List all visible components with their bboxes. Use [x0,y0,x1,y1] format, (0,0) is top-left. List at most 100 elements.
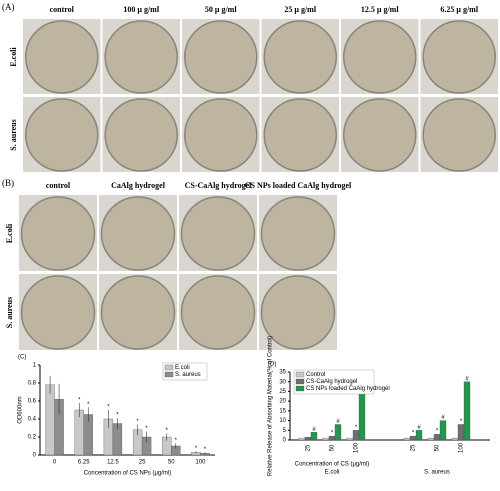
significance-mark: # [312,427,316,433]
y-tick-label: 15 [279,408,286,414]
bar [45,384,55,456]
x-tick-label: 25 [411,444,417,451]
petri-dish [263,98,337,172]
petri-dish [263,20,337,94]
legend-entry: E.coli [175,365,190,371]
group-label: E.coli [325,470,340,476]
y-tick-label: 0.4 [28,417,37,423]
panel-label: (A) [2,2,15,12]
petri-dish [260,275,336,350]
significance-mark: * [107,405,110,411]
row-label: S. aureus [5,297,14,328]
row-label: S. aureus [9,119,18,150]
column-header: control [50,5,75,14]
x-tick-label: 25 [139,460,146,466]
bar [427,437,435,441]
petri-dish [20,196,96,271]
column-header: CS-CaAlg hydrogel [185,181,253,190]
x-tick-label: 25 [306,444,312,451]
legend-box [162,362,208,381]
legend-entry: Control [306,372,325,378]
petri-dish [100,275,176,350]
significance-mark: * [331,431,334,437]
significance-mark: * [195,446,198,452]
bar [457,424,465,441]
petri-dish [422,98,496,172]
significance-mark: * [460,419,463,425]
bar [358,391,366,441]
y-tick-label: 20 [279,399,286,405]
x-axis-label: Concentration of CS NPs (μg/ml) [84,471,172,477]
petri-dish [104,20,178,94]
bar [310,432,318,441]
significance-mark: # [465,376,469,382]
bar [439,420,447,441]
significance-mark: * [116,413,119,419]
bar [346,437,354,441]
bar [304,436,312,441]
legend-entry: S. aureus [175,372,201,378]
petri-dish [343,20,417,94]
y-tick-label: 30 [279,379,286,385]
significance-mark: * [204,447,207,453]
legend-swatch [295,385,305,392]
y-tick-label: 0.8 [28,381,37,387]
significance-mark: # [417,425,421,431]
significance-mark: * [175,438,178,444]
column-header: control [46,181,71,190]
row-label: E.coli [9,47,18,67]
x-tick-label: 0 [53,460,57,466]
significance-mark: * [87,402,90,408]
column-header: 12.5 μ g/ml [361,5,399,14]
petri-dish [260,196,336,271]
legend-swatch [295,378,305,385]
bar [415,430,423,441]
panel-label: (B) [2,178,14,188]
petri-dish [104,98,178,172]
y-tick-label: 0 [283,438,287,444]
y-tick-label: 10 [279,418,286,424]
legend-swatch [295,371,305,378]
panel-label: (D) [268,362,276,368]
legend-swatch [164,371,174,378]
bar [433,434,441,441]
petri-dish [343,98,417,172]
petri-dish [25,98,99,172]
petri-dish [180,196,256,271]
x-tick-label: 50 [330,444,336,451]
column-header: CaAlg hydrogel [111,181,166,190]
x-tick-label: 100 [195,460,206,466]
chart: (C) 0 0.2 0.4 0.6 0.8 1 OD600nm 0 6.25 * * 12.5 * * 25 *… [18,355,215,477]
bar [352,430,360,441]
x-tick-label: 6.25 [78,460,90,466]
significance-mark: * [166,428,169,434]
chart: (D) 0 5 10 15 20 25 30 35 Relative Release of Abs… [268,336,490,476]
x-tick-label: 50 [435,444,441,451]
significance-mark: * [136,419,139,425]
column-header: 50 μ g/ml [205,5,237,14]
x-tick-label: 100 [459,442,465,453]
y-tick-label: 0 [33,453,37,459]
bar [322,437,330,441]
y-axis-label: Relative Release of Absorbing Material(%… [268,336,274,476]
petri-dish [100,196,176,271]
bar [334,424,342,441]
column-header: CS NPs loaded CaAlg hydrogel [245,181,352,190]
y-tick-label: 35 [279,370,286,376]
group-label: S. aureus [424,470,450,476]
significance-mark: * [78,397,81,403]
x-axis-label: Concentration of CS (μg/ml) [295,462,369,468]
x-tick-label: 12.5 [107,460,119,466]
significance-mark: # [441,415,445,421]
y-tick-label: 0.6 [28,399,37,405]
legend-box [293,369,375,395]
y-axis-label: OD600nm [18,396,24,423]
bar [403,437,411,441]
y-tick-label: 0.2 [28,435,37,441]
legend-entry: CS NPs loaded CaAlg hydrogel [306,386,390,392]
y-tick-label: 5 [283,428,287,434]
legend-entry: CS-CaAlg hydrogel [306,379,357,385]
x-tick-label: 100 [354,442,360,453]
